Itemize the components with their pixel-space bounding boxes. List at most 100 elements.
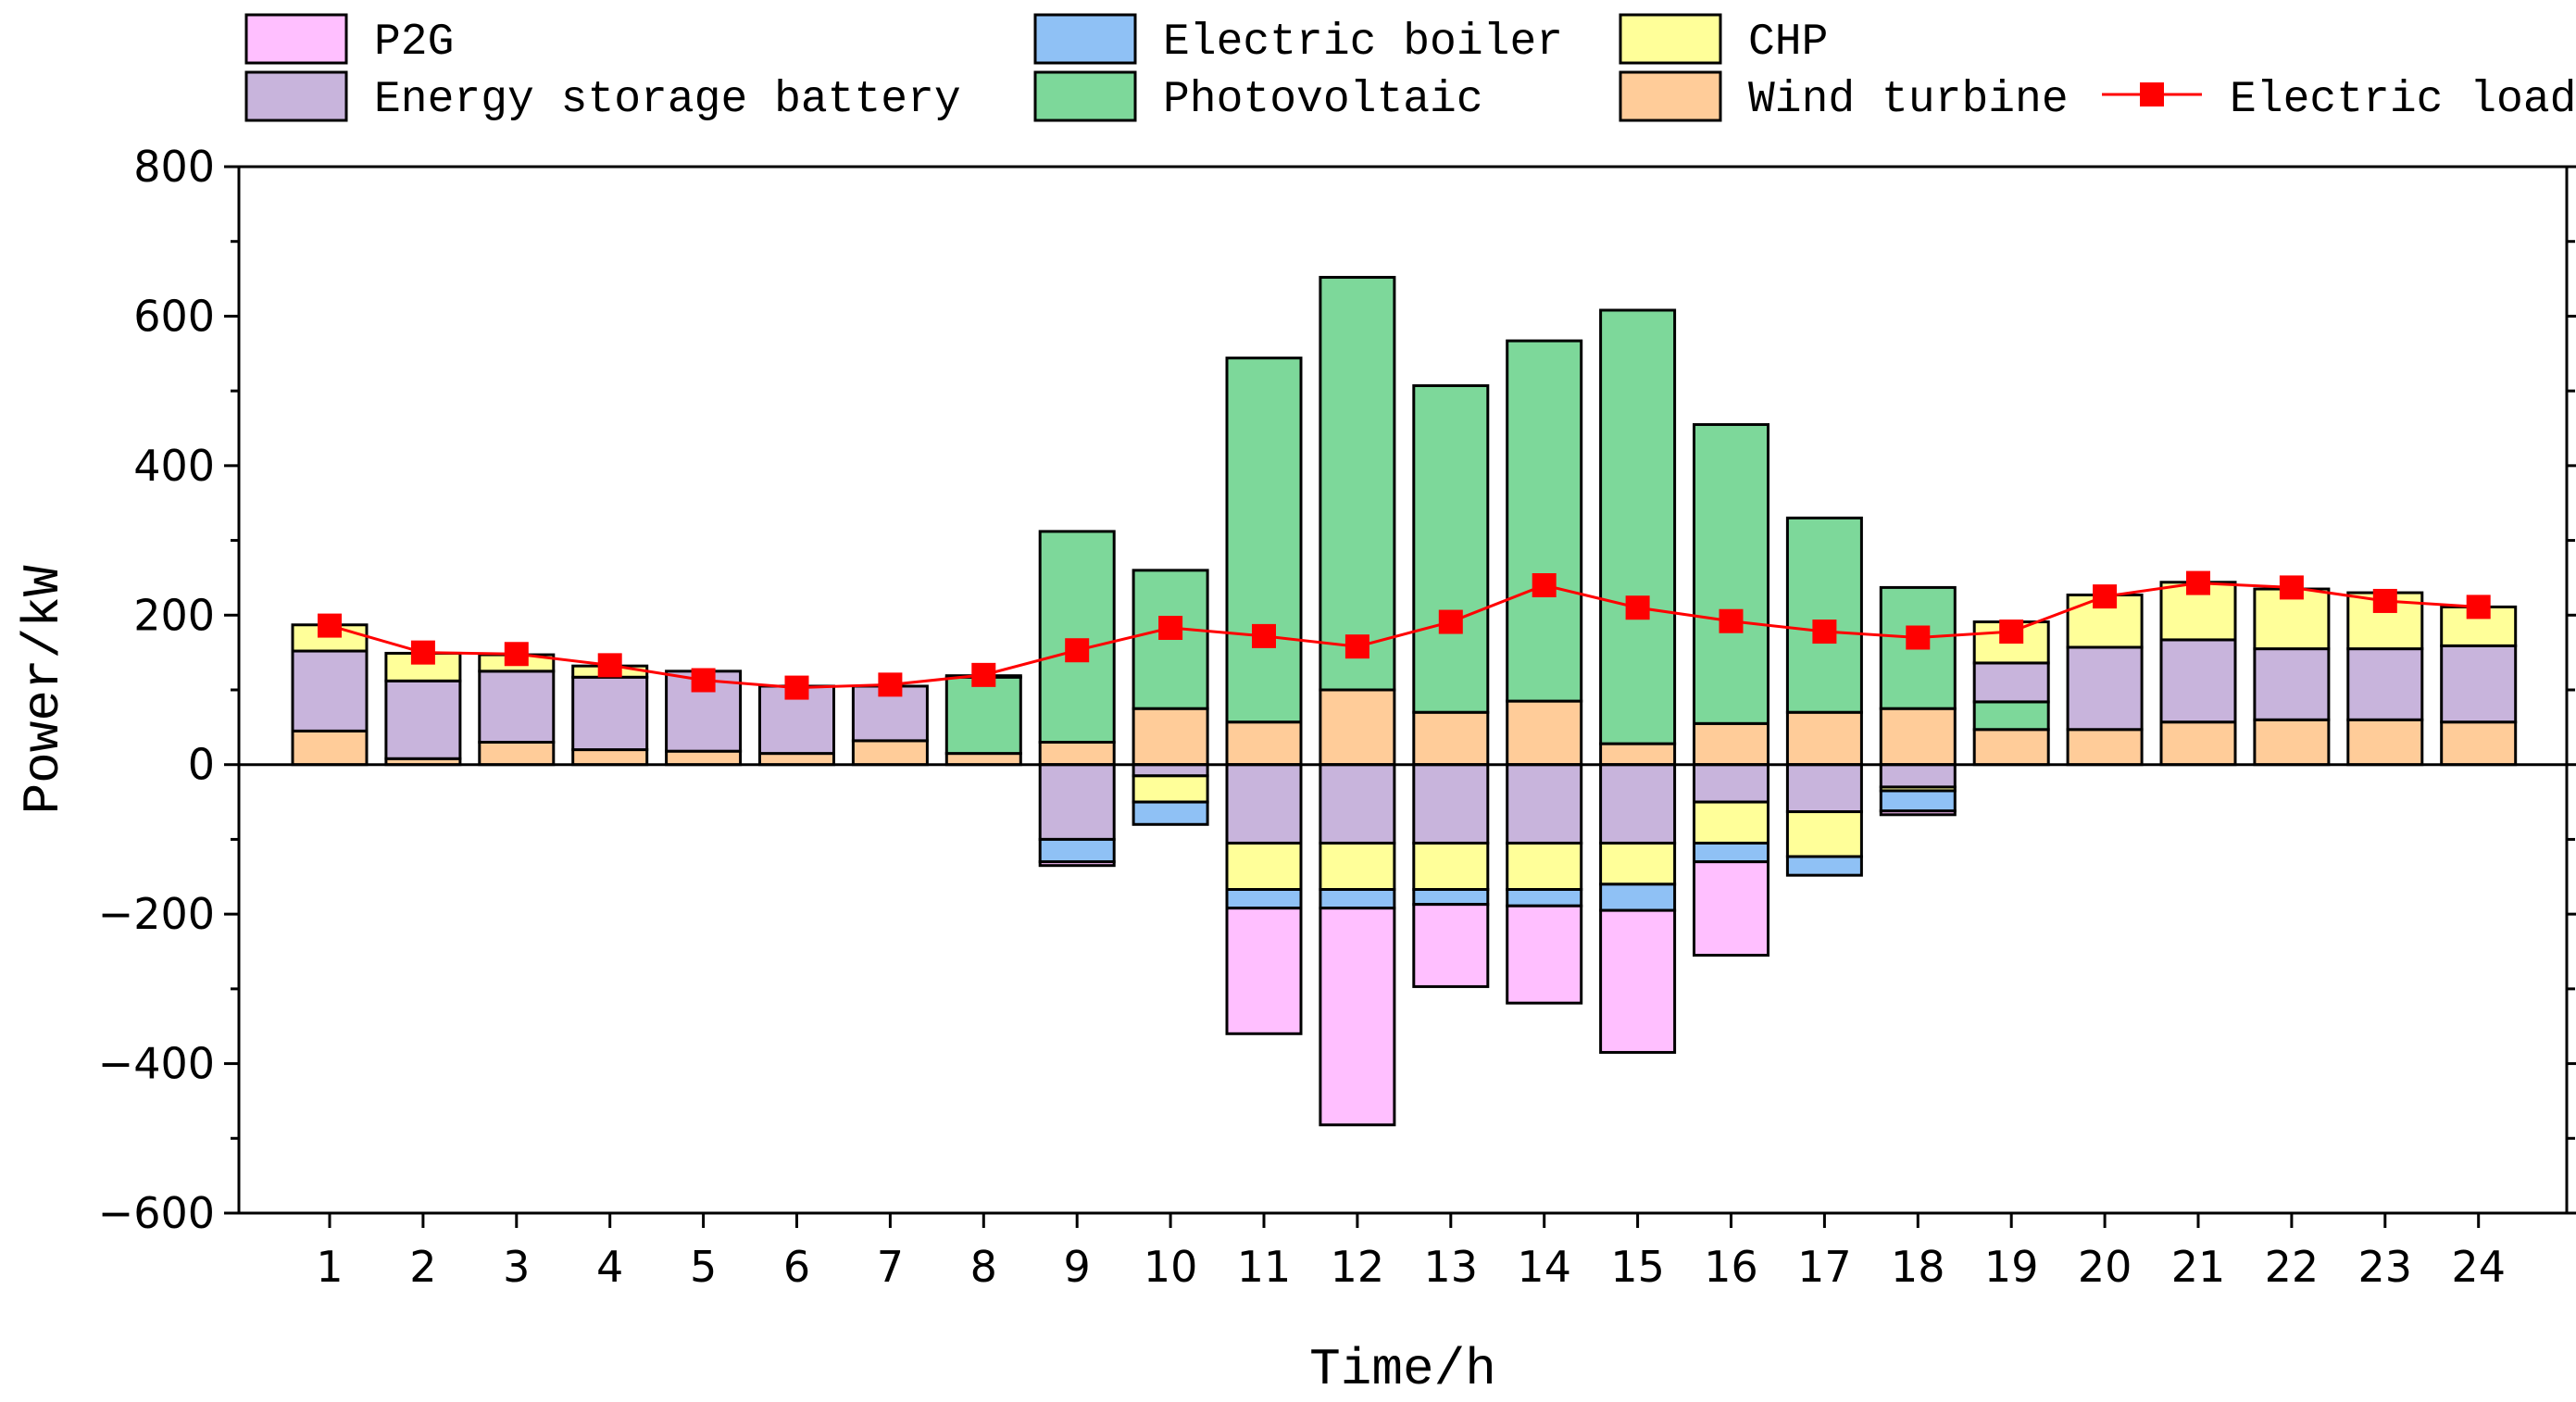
- x-tick-label: 15: [1610, 1242, 1665, 1292]
- bar-energy-storage-battery: [291, 649, 369, 732]
- electric-load-point: [971, 662, 996, 687]
- x-tick-label: 3: [503, 1242, 530, 1292]
- bar-photovoltaic: [1693, 422, 1769, 725]
- y-tick-label: 800: [133, 142, 215, 192]
- bar-chp: [1319, 841, 1396, 892]
- bar-p2g: [1506, 904, 1583, 1005]
- x-tick-label: 7: [877, 1242, 904, 1292]
- legend-label-energy-storage-battery: Energy storage battery: [374, 75, 961, 125]
- bar-energy-storage-battery: [1785, 763, 1863, 814]
- y-tick-label: 400: [133, 441, 215, 491]
- legend: P2G Electric boiler CHP Energy storage batt…: [244, 13, 2576, 125]
- y-tick-label: −200: [98, 889, 215, 939]
- electric-load-point: [1344, 634, 1369, 659]
- bar-wind-turbine: [1319, 688, 1396, 767]
- electric-load-point: [1812, 620, 1837, 645]
- legend-label-electric-load: Electric load: [2230, 75, 2576, 125]
- electric-load-point: [1906, 625, 1931, 650]
- electric-load-point: [1719, 608, 1744, 633]
- bar-wind-turbine: [1412, 710, 1490, 767]
- bar-chp: [1506, 841, 1583, 892]
- bar-wind-turbine: [1038, 741, 1116, 767]
- electric-load-point: [1625, 595, 1650, 620]
- electric-load-point: [1065, 638, 1090, 663]
- bar-photovoltaic: [1319, 275, 1396, 692]
- x-tick-label: 6: [783, 1242, 810, 1292]
- bar-photovoltaic: [1506, 339, 1583, 703]
- bar-photovoltaic: [1225, 357, 1303, 724]
- bar-photovoltaic: [1412, 383, 1490, 714]
- bar-electric-boiler: [1319, 888, 1396, 910]
- electric-load-point: [878, 672, 903, 697]
- legend-label-chp: CHP: [1748, 18, 1828, 68]
- electric-load-point: [1438, 609, 1463, 634]
- bar-wind-turbine: [1972, 728, 2050, 767]
- y-tick-label: −400: [98, 1039, 215, 1089]
- bar-energy-storage-battery: [2346, 647, 2424, 721]
- bar-p2g: [1693, 860, 1769, 958]
- bar-wind-turbine: [2066, 728, 2144, 767]
- bar-chp: [1693, 800, 1769, 845]
- bar-energy-storage-battery: [1319, 763, 1396, 845]
- x-tick-label: 5: [690, 1242, 717, 1292]
- bar-wind-turbine: [1225, 720, 1303, 767]
- electric-load-point: [318, 613, 342, 638]
- electric-load-point: [784, 675, 809, 700]
- bar-energy-storage-battery: [478, 670, 556, 744]
- x-axis-title: Time/h: [1309, 1340, 1496, 1399]
- x-tick-label: 2: [409, 1242, 436, 1292]
- electric-load-line: [329, 582, 2479, 690]
- bar-wind-turbine: [851, 739, 929, 767]
- bar-energy-storage-battery: [1506, 763, 1583, 845]
- x-tick-label: 19: [1984, 1242, 2039, 1292]
- electric-load-point: [597, 653, 622, 678]
- bar-chp: [1225, 841, 1303, 892]
- x-tick-label: 17: [1797, 1242, 1852, 1292]
- electric-load-point: [2279, 575, 2304, 600]
- x-tick-label: 1: [316, 1242, 343, 1292]
- bar-electric-boiler: [1225, 888, 1303, 910]
- y-tick-label: 600: [133, 291, 215, 341]
- bar-chp: [1785, 810, 1863, 858]
- bar-wind-turbine: [1599, 742, 1677, 767]
- load-line: [318, 570, 2491, 700]
- bar-energy-storage-battery: [1132, 763, 1209, 778]
- bar-wind-turbine: [2440, 720, 2518, 767]
- x-tick-label: 12: [1331, 1242, 1385, 1292]
- bar-photovoltaic: [1785, 516, 1863, 714]
- bar-wind-turbine: [665, 749, 743, 767]
- x-tick-label: 16: [1704, 1242, 1758, 1292]
- x-tick-label: 8: [970, 1242, 997, 1292]
- electric-load-point: [1999, 620, 2024, 645]
- legend-swatch-energy-storage-battery: [244, 70, 348, 122]
- bar-energy-storage-battery: [2159, 638, 2237, 724]
- bar-energy-storage-battery: [2253, 647, 2331, 721]
- bar-p2g: [1879, 809, 1957, 817]
- legend-swatch-electric-boiler: [1033, 13, 1137, 65]
- bar-energy-storage-battery: [1693, 763, 1769, 804]
- bar-wind-turbine: [1785, 710, 1863, 767]
- bar-wind-turbine: [2346, 718, 2424, 767]
- bar-chp: [1599, 841, 1677, 886]
- y-tick-label: 0: [188, 740, 215, 790]
- x-tick-label: 4: [596, 1242, 623, 1292]
- bars: [291, 275, 2518, 1127]
- bar-wind-turbine: [291, 729, 369, 767]
- bar-electric-boiler: [1132, 800, 1209, 826]
- bar-electric-boiler: [1693, 841, 1769, 864]
- bar-wind-turbine: [2253, 718, 2331, 767]
- electric-load-point: [2372, 588, 2397, 613]
- bar-photovoltaic: [1038, 530, 1116, 745]
- bar-p2g: [1599, 908, 1677, 1054]
- legend-swatch-photovoltaic: [1033, 70, 1137, 122]
- x-tick-label: 21: [2171, 1242, 2226, 1292]
- x-tick-label: 13: [1424, 1242, 1479, 1292]
- bar-wind-turbine: [1693, 721, 1769, 767]
- y-tick-label: −600: [98, 1188, 215, 1238]
- bar-chp: [1132, 774, 1209, 804]
- bar-electric-boiler: [1785, 855, 1863, 877]
- x-tick-label: 22: [2265, 1242, 2320, 1292]
- bar-wind-turbine: [758, 752, 835, 767]
